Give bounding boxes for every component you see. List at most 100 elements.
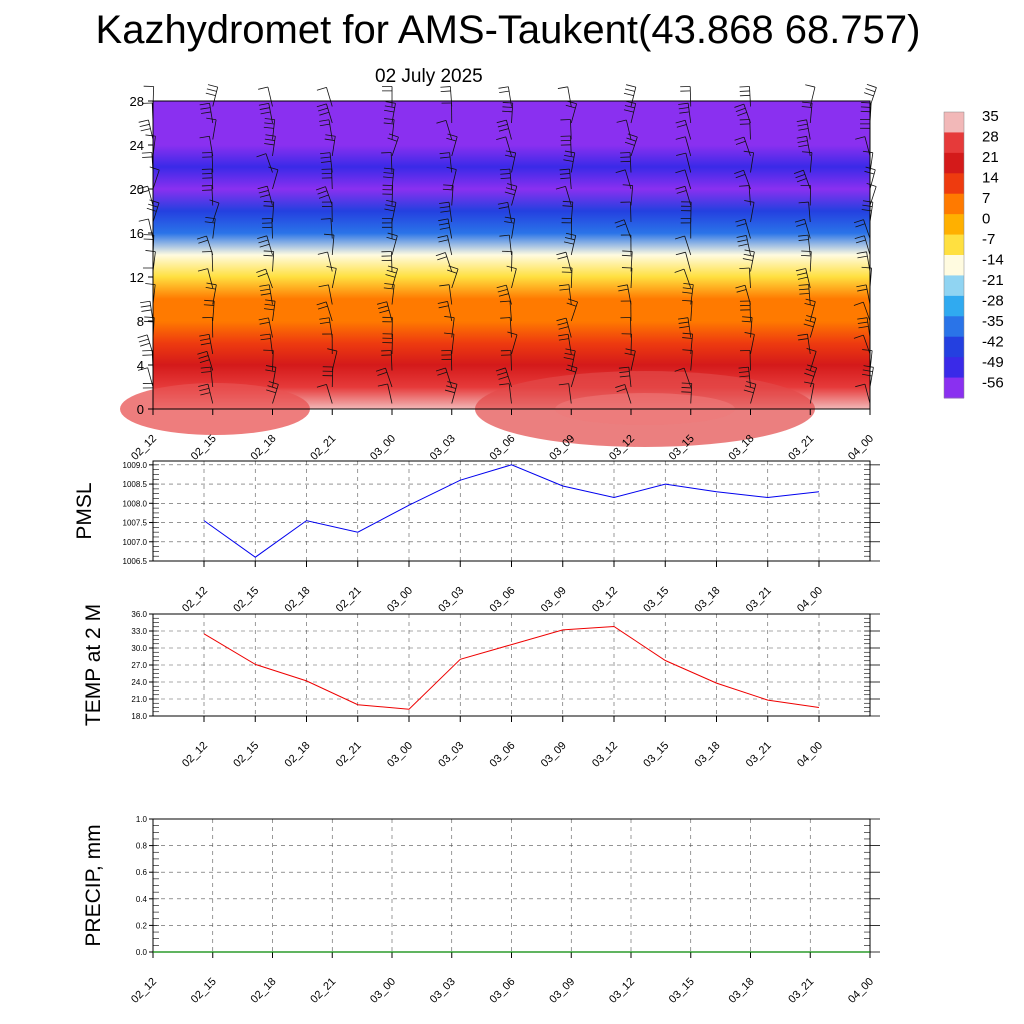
y-tick-label: 18.0 xyxy=(131,712,147,721)
barb-shaft xyxy=(451,334,455,355)
wind-barb xyxy=(801,101,813,124)
barb-feather xyxy=(855,239,866,244)
y-tick-label: 16 xyxy=(130,226,144,241)
barb-feather xyxy=(199,102,210,106)
barb-feather xyxy=(853,334,864,339)
barb-shaft xyxy=(743,136,751,157)
barb-feather xyxy=(316,103,327,108)
barb-feather xyxy=(198,355,209,359)
barb-feather xyxy=(205,286,216,290)
barb-feather xyxy=(857,317,868,320)
barb-feather xyxy=(677,317,689,320)
x-tick-label: 02_18 xyxy=(249,976,279,1006)
barb-shaft xyxy=(806,119,811,140)
barb-shaft xyxy=(806,136,811,157)
wind-barb xyxy=(382,333,393,355)
y-tick-label: 27.0 xyxy=(131,661,147,670)
barb-feather xyxy=(746,381,756,385)
barb-shaft xyxy=(685,252,692,272)
wind-barb xyxy=(614,219,632,239)
barb-shaft xyxy=(210,367,214,388)
barb-feather xyxy=(199,333,210,337)
barb-shaft xyxy=(148,119,154,140)
barb-feather xyxy=(678,102,689,105)
barb-shaft xyxy=(630,317,632,338)
wind-barb xyxy=(804,381,815,404)
barb-feather xyxy=(316,383,327,388)
wind-barb xyxy=(734,169,751,190)
wind-barb xyxy=(674,268,692,289)
wind-barb xyxy=(141,152,154,173)
barb-feather xyxy=(563,159,574,162)
barb-feather xyxy=(617,284,628,288)
barb-feather xyxy=(384,208,395,212)
temp2m-chart: 18.0 21.0 24.0 27.0 30.0 33.0 36.0 02_12 02_15 02… xyxy=(82,604,880,770)
barb-shaft xyxy=(567,86,572,107)
barb-feather xyxy=(794,218,805,223)
barb-shaft xyxy=(869,186,877,206)
y-tick-label: 28 xyxy=(130,94,144,109)
colorbar-label: 35 xyxy=(982,108,999,125)
barb-feather xyxy=(437,301,448,304)
barb-feather xyxy=(317,305,328,310)
barb-shaft xyxy=(451,317,455,338)
barb-feather xyxy=(438,222,449,226)
barb-feather xyxy=(559,288,570,291)
colorbar-swatch xyxy=(944,316,964,338)
barb-feather xyxy=(200,342,211,346)
wind-barb xyxy=(444,381,458,404)
barb-feather xyxy=(138,185,148,190)
wind-barb xyxy=(319,119,333,140)
wind-barb xyxy=(197,268,214,289)
barb-shaft xyxy=(209,103,214,124)
barb-feather xyxy=(201,371,212,373)
x-tick-label: 03_06 xyxy=(488,976,518,1006)
barb-feather xyxy=(440,86,451,88)
barb-shaft xyxy=(268,103,273,124)
barb-shaft xyxy=(212,202,220,223)
barb-shaft xyxy=(152,169,160,190)
colorbar-label: 7 xyxy=(982,190,990,207)
wind-barb xyxy=(560,119,572,140)
barb-shaft xyxy=(630,350,636,371)
wind-barb xyxy=(437,235,453,256)
barb-shaft xyxy=(206,235,214,256)
barb-feather xyxy=(623,109,634,113)
barb-feather xyxy=(385,204,396,208)
barb-feather xyxy=(736,289,747,293)
barb-shaft xyxy=(809,318,817,338)
x-tick-label: 03_09 xyxy=(539,585,569,615)
barb-shaft xyxy=(272,136,276,157)
barb-shaft xyxy=(744,285,751,305)
barb-feather xyxy=(743,253,754,257)
barb-shaft xyxy=(510,350,512,371)
barb-shaft xyxy=(683,269,692,289)
barb-shaft xyxy=(505,285,512,305)
x-tick-label: 03_06 xyxy=(488,585,518,615)
y-axis-label: PMSL xyxy=(73,482,96,539)
barb-shaft xyxy=(863,334,871,355)
x-tick-label: 03_03 xyxy=(436,740,466,770)
wind-barb xyxy=(615,169,632,190)
barb-feather xyxy=(505,150,516,154)
barb-feather xyxy=(137,334,148,339)
barb-feather xyxy=(444,316,455,319)
barb-feather xyxy=(682,291,693,294)
wind-barb xyxy=(439,284,453,305)
barb-feather xyxy=(498,86,509,89)
barb-shaft xyxy=(628,367,632,388)
wind-barb xyxy=(261,218,273,239)
barb-shaft xyxy=(212,218,216,239)
barb-shaft xyxy=(451,169,457,190)
barb-feather xyxy=(624,352,635,356)
barb-shaft xyxy=(869,87,877,107)
barb-feather xyxy=(624,88,635,92)
x-tick-label: 03_21 xyxy=(744,740,774,770)
wind-barb xyxy=(739,185,751,206)
barb-feather xyxy=(258,317,269,321)
barb-feather xyxy=(139,123,150,127)
wind-barb xyxy=(675,185,692,206)
barb-shaft xyxy=(331,235,335,256)
wind-barb xyxy=(556,317,572,338)
wind-barb xyxy=(738,366,751,388)
